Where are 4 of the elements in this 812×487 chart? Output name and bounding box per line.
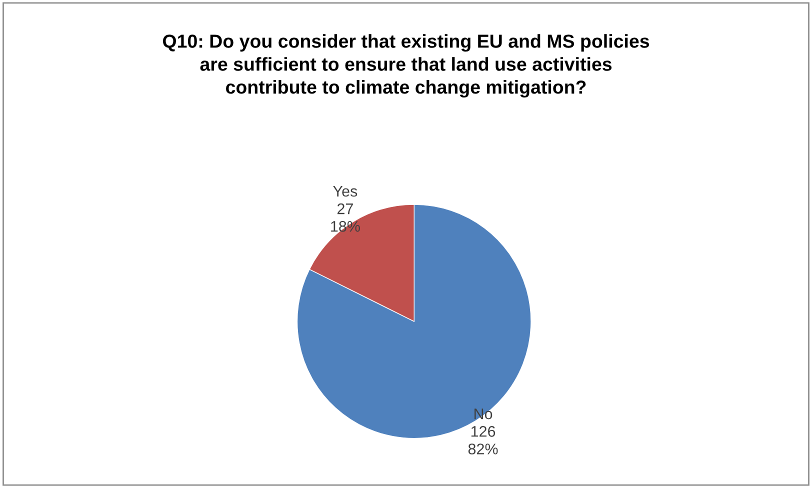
data-label: 126 82%	[468, 426, 498, 454]
pie-slice	[296, 204, 532, 439]
chart-title: Q10: Do you consider that existing EU and MS policies are sufficient to ensure that land use activities contribute to climate change mitigation?	[162, 34, 650, 98]
slice-label: Yes	[333, 186, 358, 197]
